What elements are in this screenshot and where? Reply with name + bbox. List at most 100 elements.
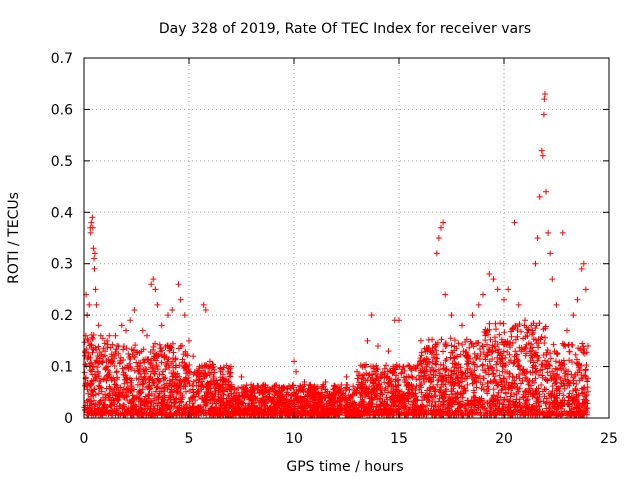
- data-point: [543, 188, 549, 195]
- data-point: [89, 214, 96, 221]
- data-point: [88, 219, 95, 226]
- plot-frame: [83, 57, 610, 419]
- data-point: [494, 286, 501, 293]
- data-point: [131, 307, 138, 313]
- data-point: [186, 337, 192, 344]
- data-point: [91, 255, 98, 262]
- data-point: [95, 322, 102, 329]
- data-point: [144, 332, 150, 339]
- data-point: [112, 332, 119, 339]
- data-point: [200, 301, 207, 308]
- data-point: [202, 307, 209, 313]
- data-point: [207, 358, 213, 365]
- x-axis-label: GPS time / hours: [286, 459, 403, 475]
- data-point: [459, 322, 465, 329]
- data-point: [91, 265, 98, 272]
- data-point: [118, 322, 125, 329]
- data-points: [82, 91, 591, 401]
- y-tick-label: 0.7: [51, 51, 73, 67]
- data-point: [505, 286, 512, 293]
- data-point: [322, 379, 329, 385]
- data-point: [259, 389, 266, 396]
- data-point: [541, 91, 548, 97]
- data-point: [343, 373, 350, 380]
- data-point: [375, 343, 381, 349]
- data-point: [228, 363, 234, 370]
- data-point: [539, 152, 546, 159]
- data-point: [574, 296, 581, 303]
- data-point: [93, 301, 100, 308]
- data-point: [82, 348, 89, 355]
- data-point-cloud: [81, 320, 591, 419]
- data-point: [435, 235, 442, 241]
- y-tick-label: 0.2: [51, 308, 73, 324]
- data-point: [87, 229, 94, 236]
- data-point: [532, 260, 539, 267]
- data-point: [515, 301, 522, 308]
- data-point: [102, 348, 108, 355]
- data-point: [150, 276, 157, 283]
- data-point: [538, 147, 545, 154]
- data-point: [427, 348, 434, 355]
- data-point: [354, 368, 360, 375]
- data-point: [486, 271, 493, 277]
- data-point: [238, 373, 245, 380]
- data-point: [490, 276, 497, 283]
- data-point: [169, 307, 176, 313]
- x-tick-label: 0: [80, 431, 89, 447]
- data-point: [559, 229, 566, 236]
- data-cloud-markers: [81, 320, 591, 419]
- data-point: [547, 250, 554, 257]
- data-point: [158, 322, 165, 329]
- data-point: [89, 224, 96, 231]
- data-point: [90, 245, 97, 252]
- data-point: [549, 276, 556, 283]
- x-tick-label: 25: [600, 431, 618, 447]
- data-point: [196, 363, 203, 370]
- data-point: [553, 301, 560, 308]
- data-point: [301, 379, 308, 385]
- data-point: [448, 312, 455, 319]
- x-tick-label: 20: [495, 431, 513, 447]
- data-point: [534, 235, 541, 241]
- data-point: [545, 229, 552, 236]
- data-point: [291, 358, 297, 365]
- axis-ticks: 0 5 10 15 20 25 0 0.1 0.2 0.3 0.4 0.5 0.6 0.7: [51, 51, 618, 447]
- y-tick-label: 0.5: [51, 154, 73, 170]
- data-point: [528, 322, 535, 329]
- data-point: [511, 219, 518, 226]
- data-point: [280, 384, 287, 391]
- y-tick-label: 0.3: [51, 257, 73, 273]
- y-tick-label: 0.1: [51, 360, 73, 376]
- data-point: [578, 265, 585, 272]
- data-point: [501, 296, 507, 303]
- data-point: [85, 337, 92, 344]
- data-point: [396, 317, 402, 324]
- data-point: [541, 96, 548, 103]
- data-point: [438, 224, 444, 231]
- data-point: [440, 219, 447, 226]
- data-point: [368, 312, 375, 319]
- data-point: [469, 312, 476, 319]
- x-tick-label: 10: [285, 431, 303, 447]
- data-point: [249, 384, 255, 391]
- data-point: [152, 286, 159, 293]
- data-point: [177, 296, 184, 303]
- data-point: [480, 291, 486, 298]
- data-point: [585, 343, 591, 349]
- data-point: [522, 317, 528, 324]
- data-point: [564, 327, 570, 334]
- data-point: [123, 327, 129, 334]
- data-point: [181, 312, 188, 319]
- data-point: [165, 312, 171, 319]
- data-point: [92, 286, 99, 293]
- data-point: [190, 353, 197, 360]
- data-point: [217, 368, 224, 375]
- data-point: [580, 260, 587, 267]
- y-axis-label: ROTI / TECUs: [6, 192, 22, 284]
- data-point: [312, 389, 318, 396]
- data-point: [154, 301, 161, 308]
- data-point: [293, 368, 300, 375]
- data-point: [570, 312, 577, 319]
